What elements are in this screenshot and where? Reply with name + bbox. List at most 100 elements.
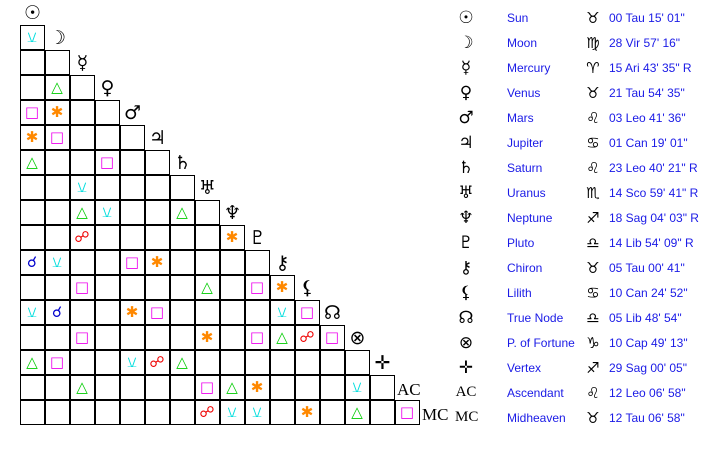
aspect-cell: ☍ [194, 399, 220, 425]
aspect-cell [219, 324, 245, 350]
aspect-cell [144, 399, 170, 425]
aspect-cell [44, 49, 70, 75]
taurus-icon: ♉ [586, 83, 600, 102]
aspect-cell: ✱ [294, 399, 320, 425]
aspect-cell: ⚺ [19, 299, 45, 325]
sun-icon: ☉ [458, 7, 474, 28]
aspect-cell [144, 324, 170, 350]
square-aspect-icon: □ [399, 402, 415, 421]
aspect-cell [144, 199, 170, 225]
aspect-cell [94, 349, 120, 375]
aspect-cell: ⚺ [44, 249, 70, 275]
planet-position: 05 Tau 00' 41" [609, 260, 685, 275]
square-aspect-icon: □ [49, 352, 65, 371]
aspect-cell: ⚺ [344, 374, 370, 400]
semisextile-aspect-icon: ⚺ [52, 252, 62, 271]
aspect-cell: ☍ [69, 224, 95, 250]
sextile-aspect-icon: ✱ [125, 302, 139, 321]
aspect-cell [44, 199, 70, 225]
square-aspect-icon: □ [249, 327, 265, 346]
aspect-cell [144, 224, 170, 250]
planet-name: Saturn [507, 160, 543, 175]
aspect-cell [19, 399, 45, 425]
aspect-cell: △ [69, 374, 95, 400]
planet-position: 00 Tau 15' 01" [609, 10, 685, 25]
chiron-grid-glyph-icon: ⚷ [275, 252, 290, 274]
aspect-cell: □ [244, 324, 270, 350]
moon-icon: ☽ [458, 32, 474, 53]
mars-grid-glyph-icon: ♂ [123, 102, 142, 124]
planet-position: 12 Tau 06' 58" [609, 410, 685, 425]
aspect-cell: ✱ [244, 374, 270, 400]
planet-name: Ascendant [507, 385, 564, 400]
lilith-icon: ⚸ [459, 282, 473, 303]
sun-grid-glyph-icon: ☉ [23, 2, 42, 24]
planet-name: Vertex [507, 360, 542, 375]
venus-grid-glyph-icon: ♀ [100, 77, 115, 99]
jupiter-icon: ♃ [458, 132, 474, 153]
sextile-aspect-icon: ✱ [225, 227, 239, 246]
aspect-cell [294, 374, 320, 400]
jupiter-grid-glyph-icon: ♃ [148, 127, 167, 149]
uranus-icon: ♅ [458, 182, 474, 203]
aspect-cell [19, 74, 45, 100]
aspect-cell [69, 349, 95, 375]
aspect-cell: ⚺ [19, 24, 45, 50]
aspect-cell [94, 274, 120, 300]
trine-aspect-icon: △ [226, 377, 238, 396]
aspect-cell [269, 399, 295, 425]
planet-position: 18 Sag 04' 03" R [609, 210, 699, 225]
leo-icon: ♌ [586, 383, 600, 402]
aspect-cell: □ [94, 149, 120, 175]
aspect-cell [69, 74, 95, 100]
aspect-cell [244, 299, 270, 325]
planet-name: Jupiter [507, 135, 544, 150]
uranus-grid-glyph-icon: ♅ [198, 177, 217, 199]
aspect-cell: ✱ [269, 274, 295, 300]
aspect-cell: □ [19, 99, 45, 125]
aspect-cell [319, 374, 345, 400]
aspect-cell: ✱ [119, 299, 145, 325]
aspect-cell [344, 349, 370, 375]
aspect-cell: ✱ [219, 224, 245, 250]
planet-name: Mercury [507, 60, 551, 75]
aspect-cell: △ [219, 374, 245, 400]
square-aspect-icon: □ [24, 102, 40, 121]
semisextile-aspect-icon: ⚺ [227, 402, 237, 421]
semisextile-aspect-icon: ⚺ [352, 377, 362, 396]
aspect-cell [119, 374, 145, 400]
planet-position: 12 Leo 06' 58" [609, 385, 686, 400]
aspect-cell: △ [19, 349, 45, 375]
neptune-grid-glyph-icon: ♆ [223, 202, 242, 224]
aspect-cell: ☌ [19, 249, 45, 275]
planet-position: 23 Leo 40' 21" R [609, 160, 698, 175]
mercury-grid-glyph-icon: ☿ [76, 52, 89, 74]
aspect-cell [119, 399, 145, 425]
semisextile-aspect-icon: ⚺ [252, 402, 262, 421]
aspect-cell [169, 399, 195, 425]
taurus-icon: ♉ [586, 408, 600, 427]
aspect-cell [19, 374, 45, 400]
square-aspect-icon: □ [199, 377, 215, 396]
aspect-cell [319, 399, 345, 425]
aspect-cell [169, 324, 195, 350]
midheaven-label: MC [455, 409, 479, 425]
aspect-cell [119, 174, 145, 200]
semisextile-aspect-icon: ⚺ [127, 352, 137, 371]
aspect-cell [44, 224, 70, 250]
aspect-cell: ☌ [44, 299, 70, 325]
aspect-cell: ✱ [144, 249, 170, 275]
planet-position: 03 Leo 41' 36" [609, 110, 686, 125]
trine-aspect-icon: △ [201, 277, 213, 296]
aspect-cell [119, 324, 145, 350]
ascendant-label-grid-glyph-icon: AC [397, 380, 421, 399]
semisextile-aspect-icon: ⚺ [27, 302, 37, 321]
aspect-cell: □ [319, 324, 345, 350]
aspect-cell: □ [44, 124, 70, 150]
aspect-cell: △ [69, 199, 95, 225]
aspect-cell: ✱ [44, 99, 70, 125]
aspect-cell [94, 224, 120, 250]
leo-icon: ♌ [586, 108, 600, 127]
aspect-cell [94, 249, 120, 275]
aspect-cell [44, 399, 70, 425]
